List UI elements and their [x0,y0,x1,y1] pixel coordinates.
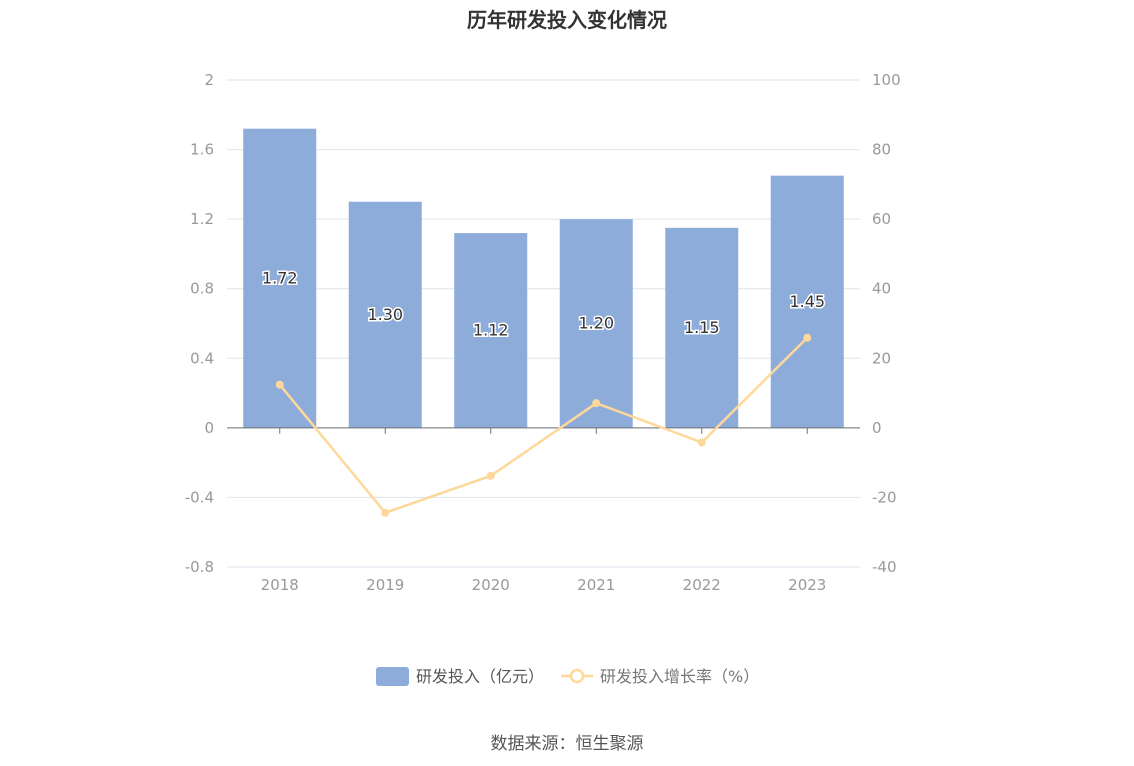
right-axis-tick-label: 80 [872,141,891,159]
data-source-note: 数据来源：恒生聚源 [490,734,644,754]
bar [243,128,317,428]
bar [559,219,633,428]
left-axis-tick-label: 1.6 [190,141,214,159]
bar-data-label: 1.45 [789,292,825,311]
bar [665,227,739,428]
right-axis-tick-label: 100 [872,71,901,89]
legend-item-line[interactable]: 研发投入增长率（%） [561,667,759,686]
x-axis-tick-label: 2018 [261,576,299,594]
bar-data-label: 1.12 [473,320,509,339]
legend-item-bar[interactable]: 研发投入（亿元） [376,667,544,686]
left-axis-tick-label: -0.4 [185,488,214,506]
left-axis-tick-label: 0 [204,419,214,437]
right-axis-tick-label: -20 [872,488,897,506]
x-axis-tick-label: 2021 [577,576,615,594]
line-point [592,399,601,408]
line-point [381,508,390,517]
right-axis-tick-label: 40 [872,280,891,298]
x-axis-tick-label: 2023 [788,576,826,594]
right-axis-tick-label: -40 [872,558,897,576]
growth-line [278,336,809,515]
legend[interactable]: 研发投入（亿元） 研发投入增长率（%） [376,667,759,686]
legend-label-line: 研发投入增长率（%） [600,667,759,686]
left-axis-tick-label: -0.8 [185,558,214,576]
bar-data-labels: 1.72 1.30 1.12 1.20 1.15 1.45 [260,267,826,341]
legend-line-marker [569,668,585,684]
bar [454,233,528,428]
line-series [275,333,812,517]
line-point [697,438,706,447]
bar [770,175,844,428]
left-axis-tick-label: 2 [204,71,214,89]
left-axis-tick-label: 0.8 [190,280,214,298]
x-axis-tick-label: 2022 [683,576,721,594]
left-axis-tick-label: 0.4 [190,349,214,367]
right-axis-ticks: 100 80 60 40 20 0 -20 -40 [872,71,901,576]
left-axis-tick-label: 1.2 [190,210,214,228]
x-axis-ticks: 2018 2019 2020 2021 2022 2023 [261,427,826,594]
legend-label-bar: 研发投入（亿元） [416,667,544,686]
line-point [486,471,495,480]
right-axis-tick-label: 0 [872,419,882,437]
x-axis-tick-label: 2019 [366,576,404,594]
bar-data-label: 1.72 [262,268,298,287]
line-point [275,380,284,389]
x-axis-tick-label: 2020 [472,576,510,594]
bar-data-label: 1.30 [367,305,403,324]
chart-title: 历年研发投入变化情况 [467,8,667,32]
legend-bar-swatch [376,667,409,686]
right-axis-tick-label: 60 [872,210,891,228]
line-point [803,333,812,342]
bar-series [243,128,844,428]
left-axis-ticks: 2 1.6 1.2 0.8 0.4 0 -0.4 -0.8 [185,71,214,576]
bar-data-label: 1.20 [578,314,614,333]
bar [348,201,422,428]
bar-data-label: 1.15 [684,318,720,337]
grid-lines [227,79,860,568]
right-axis-tick-label: 20 [872,349,891,367]
